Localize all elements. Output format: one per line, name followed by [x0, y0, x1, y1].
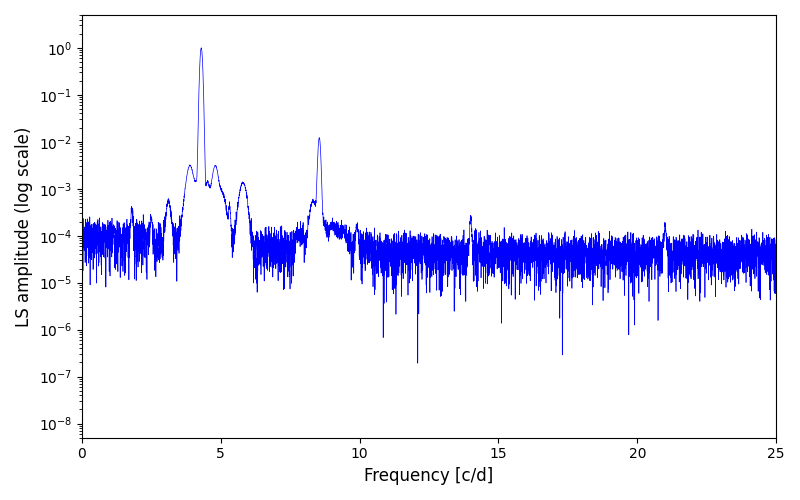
X-axis label: Frequency [c/d]: Frequency [c/d]	[364, 467, 494, 485]
Y-axis label: LS amplitude (log scale): LS amplitude (log scale)	[15, 126, 33, 326]
